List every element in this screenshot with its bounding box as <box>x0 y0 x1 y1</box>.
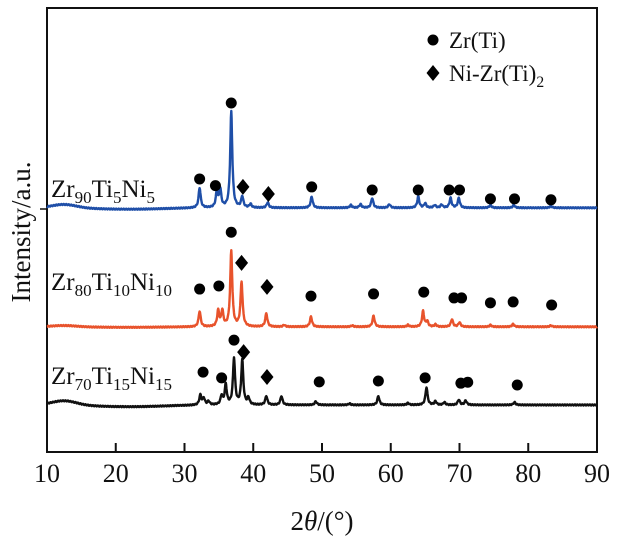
text-part: Ni <box>121 176 146 203</box>
ni-zr-ti2-marker <box>237 344 251 361</box>
text-part: Ti <box>92 269 113 296</box>
zr-ti-marker <box>462 376 474 388</box>
zr-ti-marker <box>454 184 465 196</box>
ni-zr-ti2-marker <box>236 178 250 195</box>
zr-ti-marker <box>305 290 317 302</box>
subscript: 15 <box>155 375 172 394</box>
series-Zr80Ti10Ni10: Zr80Ti10Ni10 <box>46 226 598 329</box>
zr-ti-marker <box>509 193 520 205</box>
x-tick-label: 40 <box>240 459 266 488</box>
zr-ti-marker <box>194 283 206 295</box>
subscript: 5 <box>113 188 122 207</box>
zr-ti-marker <box>412 184 424 196</box>
ni-zr-ti2-marker <box>235 254 249 271</box>
series-label: Zr90Ti5Ni5 <box>51 176 155 207</box>
series-line <box>46 249 598 329</box>
zr-ti-marker <box>228 334 240 346</box>
zr-ti-marker <box>545 194 557 206</box>
zr-ti-marker <box>194 173 206 185</box>
x-label-part: 2 <box>290 506 304 536</box>
zr-ti-marker <box>197 366 209 378</box>
text-part: Zr <box>51 363 75 390</box>
zr-ti-marker <box>448 292 460 304</box>
text-part: Zr <box>51 269 75 296</box>
legend: Zr(Ti) Ni-Zr(Ti)2 <box>426 28 544 91</box>
zr-ti-marker <box>213 280 225 292</box>
series-Zr90Ti5Ni5: Zr90Ti5Ni5 <box>46 97 598 211</box>
zr-ti-marker <box>368 288 380 300</box>
zr-ti-marker <box>419 372 431 384</box>
zr-ti-marker <box>546 299 558 311</box>
x-axis-label: 2θ/(°) <box>290 506 353 536</box>
zr-ti-marker <box>456 292 468 304</box>
subscript: 70 <box>75 375 92 394</box>
x-tick-label: 20 <box>103 459 129 488</box>
zr-ti-marker <box>372 375 384 387</box>
x-label-part: θ <box>304 506 317 536</box>
zr-ti-marker <box>418 286 430 298</box>
text-part: Zr <box>51 176 75 203</box>
subscript: 5 <box>146 188 155 207</box>
text-part: Ni-Zr(Ti) <box>449 61 536 86</box>
x-tick-label: 70 <box>447 459 473 488</box>
zr-ti-marker <box>511 379 523 391</box>
ni-zr-ti2-marker <box>260 278 274 295</box>
text-part: Ni <box>130 269 155 296</box>
series-label: Zr70Ti15Ni15 <box>51 363 172 394</box>
series-line <box>46 356 598 409</box>
text-part: Ti <box>92 176 113 203</box>
zr-ti-marker <box>484 193 496 205</box>
x-tick-label: 60 <box>378 459 404 488</box>
subscript: 90 <box>75 188 92 207</box>
ni-zr-ti2-marker <box>260 368 274 385</box>
x-tick-label: 30 <box>172 459 198 488</box>
series-line <box>46 109 598 211</box>
legend-entry: Zr(Ti) <box>449 28 506 53</box>
ni-zr-ti2-marker <box>426 65 440 81</box>
zr-ti-marker <box>427 34 439 46</box>
subscript: 15 <box>113 375 130 394</box>
x-tick-label: 80 <box>515 459 541 488</box>
series-Zr70Ti15Ni15: Zr70Ti15Ni15 <box>46 334 598 409</box>
legend-entry: Ni-Zr(Ti)2 <box>449 61 544 91</box>
x-tick-label: 50 <box>309 459 335 488</box>
text-part: Ni <box>130 363 155 390</box>
zr-ti-marker <box>313 376 325 388</box>
ni-zr-ti2-marker <box>261 186 275 203</box>
zr-ti-marker <box>306 181 318 193</box>
text-part: Ti <box>92 363 113 390</box>
zr-ti-marker <box>225 97 237 109</box>
x-tick-label: 10 <box>34 459 60 488</box>
zr-ti-marker <box>484 297 496 309</box>
zr-ti-marker <box>507 296 519 308</box>
x-axis-ticks: 10 20 30 40 50 60 70 80 90 <box>34 208 610 488</box>
x-label-part: /(°) <box>317 506 353 536</box>
zr-ti-marker <box>209 180 221 192</box>
zr-ti-marker <box>443 184 455 196</box>
subscript: 10 <box>155 281 172 300</box>
zr-ti-marker <box>225 226 237 238</box>
subscript: 2 <box>536 74 544 91</box>
subscript: 10 <box>113 281 130 300</box>
zr-ti-marker <box>216 372 228 384</box>
series-label: Zr80Ti10Ni10 <box>51 269 172 300</box>
x-tick-label: 90 <box>584 459 610 488</box>
zr-ti-marker <box>366 184 378 196</box>
text-part: Zr(Ti) <box>449 28 506 53</box>
subscript: 80 <box>75 281 92 300</box>
y-axis-label: Intensity/a.u. <box>6 162 36 303</box>
